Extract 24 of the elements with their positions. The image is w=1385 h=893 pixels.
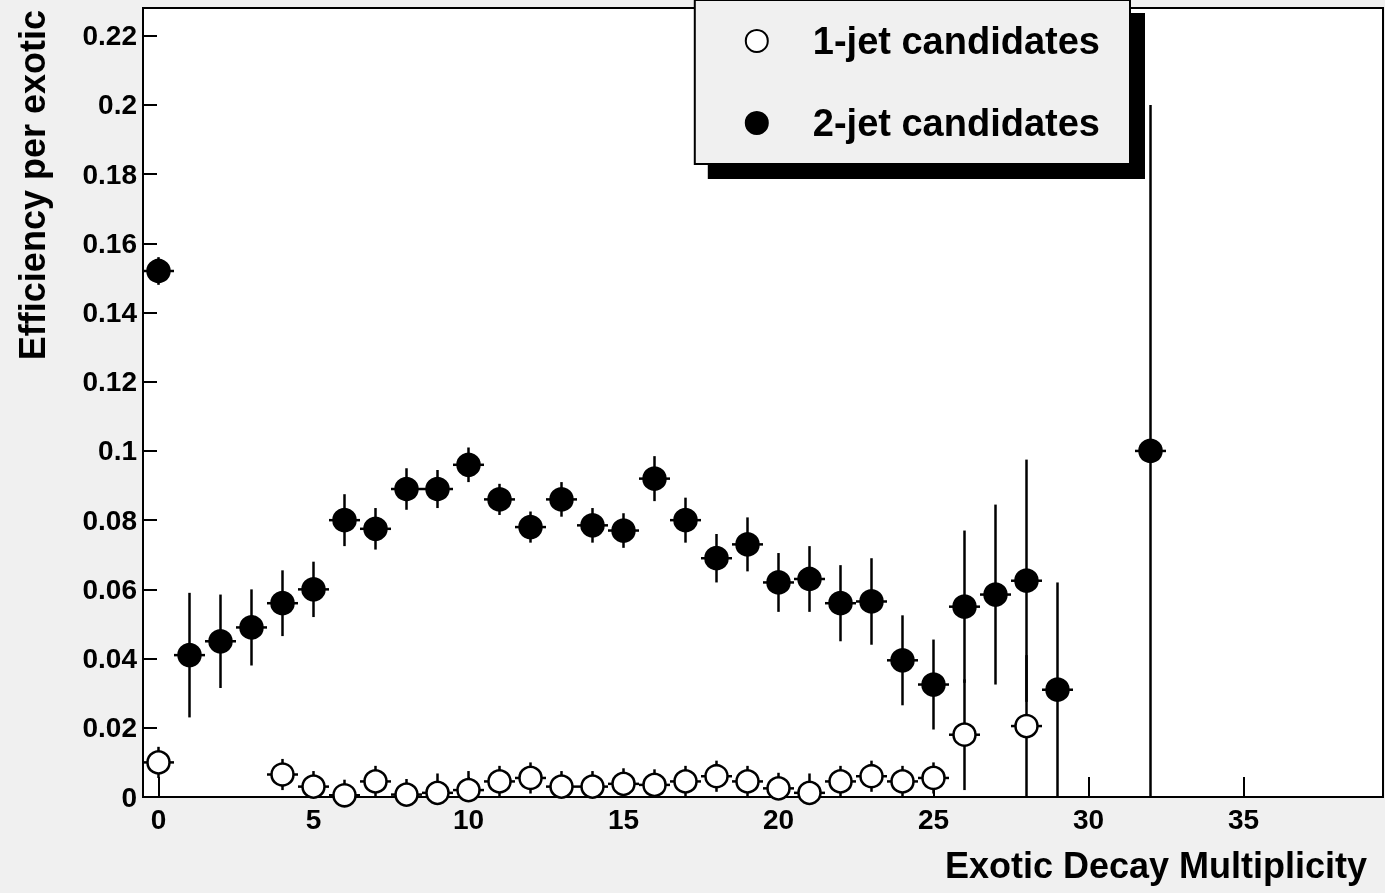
x-tick-label: 5 [305,803,322,835]
x-tick-label: 35 [1227,803,1260,835]
x-tick-label: 20 [762,803,795,835]
y-tick-label: 0.02 [82,712,137,744]
y-tick-label: 0.08 [82,504,137,536]
y-tick-label: 0.04 [82,643,138,675]
legend-label: 1-jet candidates [812,20,1101,62]
y-tick-label: 0.18 [82,158,137,190]
y-tick-label: 0.14 [82,297,138,329]
x-tick-label: 30 [1072,803,1105,835]
x-tick-label: 0 [150,803,167,835]
y-tick-label: 0.1 [98,435,137,467]
y-tick-label: 0.2 [98,89,137,121]
y-axis-title: Efficiency per exotic [11,10,53,361]
x-axis-title: Exotic Decay Multiplicity [944,844,1367,886]
x-tick-label: 25 [917,803,950,835]
x-tick-label: 10 [452,803,485,835]
y-tick-label: 0.22 [82,20,137,52]
x-tick-label: 15 [607,803,640,835]
y-tick-label: 0.16 [82,227,137,259]
legend-label: 2-jet candidates [812,102,1101,144]
y-tick-label: 0.06 [82,573,137,605]
y-tick-label: 0.12 [82,366,137,398]
y-tick-label: 0 [121,781,137,813]
